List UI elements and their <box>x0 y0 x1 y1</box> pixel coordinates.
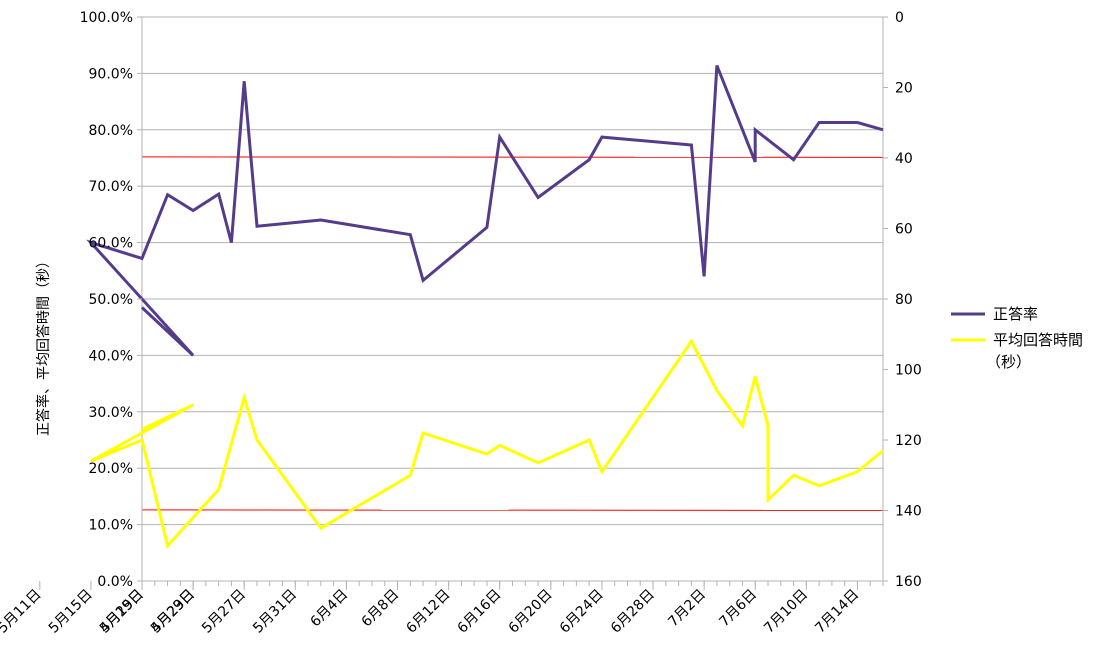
right-tick-label: 100 <box>895 363 922 379</box>
x-tick-label: 5月31日 <box>250 587 300 637</box>
left-tick-label: 90.0% <box>89 66 133 82</box>
right-tick-label: 160 <box>895 574 922 590</box>
right-tick-label: 40 <box>895 151 913 167</box>
left-axis-ticks: 0.0% 10.0% 20.0% 30.0% 40.0% 50.0% 60.0% 70.0% 8… <box>80 10 142 590</box>
right-tick-label: 80 <box>895 292 913 308</box>
series-line-avg-time <box>90 338 884 549</box>
left-tick-label: 0.0% <box>97 574 133 590</box>
x-tick-label: 6月28日 <box>608 587 658 637</box>
x-tick-label: 7月2日 <box>665 587 709 631</box>
x-tick-label: 6月8日 <box>359 587 403 631</box>
left-tick-label: 40.0% <box>89 348 133 364</box>
left-tick-label: 60.0% <box>89 236 133 252</box>
x-tick-label: 5月15日 <box>46 587 96 637</box>
x-tick-label: 5月27日 <box>199 587 249 637</box>
right-tick-label: 60 <box>895 222 913 238</box>
left-tick-label: 10.0% <box>89 518 133 534</box>
x-tick-label: 7月10日 <box>761 587 811 637</box>
gridlines <box>142 16 883 582</box>
x-tick-label: 7月6日 <box>716 587 760 631</box>
left-tick-label: 70.0% <box>89 179 133 195</box>
left-axis-title: 正答率、平均回答時間（秒） <box>35 254 52 436</box>
x-tick-label: 5月23日 <box>148 587 198 637</box>
x-tick-label: 7月14日 <box>812 587 862 637</box>
left-tick-label: 100.0% <box>80 10 133 26</box>
left-tick-label: 20.0% <box>89 461 133 477</box>
right-tick-label: 20 <box>895 81 913 97</box>
reference-lines <box>141 156 884 511</box>
left-tick-label: 50.0% <box>89 292 133 308</box>
x-tick-label: 6月12日 <box>403 587 453 637</box>
right-tick-label: 120 <box>895 433 922 449</box>
reference-line <box>141 509 884 511</box>
series-group <box>86 64 884 549</box>
x-tick-label: 6月24日 <box>557 587 607 637</box>
right-tick-label: 140 <box>895 504 922 520</box>
x-tick-label: 5月19日 <box>97 587 147 637</box>
legend-label: 平均回答時間（秒） <box>986 331 1083 371</box>
x-tick-label: 6月4日 <box>308 587 352 631</box>
right-axis-ticks: 0 20 40 60 80 100 120 140 160 <box>883 10 922 590</box>
x-axis-ticks: 4月25日4月29日5月3日5月7日5月11日5月15日5月19日5月23日5月… <box>0 581 884 637</box>
x-tick-label: 6月16日 <box>455 587 505 637</box>
series-line-accuracy <box>86 64 884 357</box>
left-tick-label: 30.0% <box>89 405 133 421</box>
right-tick-label: 0 <box>895 10 904 26</box>
legend-label: 正答率 <box>993 305 1038 323</box>
x-tick-label: 5月11日 <box>0 587 45 637</box>
x-tick-label: 6月20日 <box>506 587 556 637</box>
left-tick-label: 80.0% <box>89 123 133 139</box>
